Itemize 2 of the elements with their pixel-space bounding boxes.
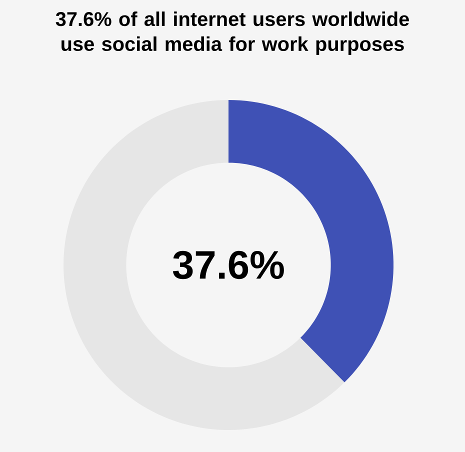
text: 37.6% [172,250,284,280]
chart-title: 37.6% of all internet users worldwide use social media for work purposes [56,12,409,55]
